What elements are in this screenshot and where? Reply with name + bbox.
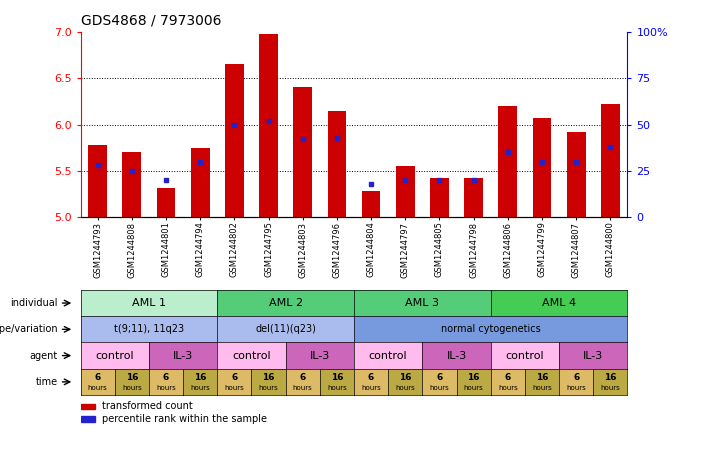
Text: hours: hours	[156, 385, 176, 390]
Text: t(9;11), 11q23: t(9;11), 11q23	[114, 324, 184, 334]
Text: hours: hours	[327, 385, 347, 390]
Text: agent: agent	[30, 351, 58, 361]
Text: 16: 16	[331, 373, 343, 381]
Text: normal cytogenetics: normal cytogenetics	[441, 324, 540, 334]
Text: hours: hours	[498, 385, 517, 390]
Text: transformed count: transformed count	[102, 401, 192, 411]
Bar	[88, 145, 107, 217]
Text: 16: 16	[604, 373, 617, 381]
Bar	[225, 64, 244, 217]
Text: IL-3: IL-3	[583, 351, 604, 361]
Text: hours: hours	[293, 385, 313, 390]
Text: 16: 16	[468, 373, 480, 381]
Text: hours: hours	[601, 385, 620, 390]
Text: 6: 6	[163, 373, 169, 381]
Text: 6: 6	[573, 373, 579, 381]
Text: hours: hours	[224, 385, 244, 390]
Text: individual: individual	[11, 298, 58, 308]
Bar	[430, 178, 449, 217]
Bar	[293, 87, 312, 217]
Bar	[533, 118, 552, 217]
Text: time: time	[36, 377, 58, 387]
Bar	[464, 178, 483, 217]
Text: 16: 16	[125, 373, 138, 381]
Text: control: control	[505, 351, 544, 361]
Text: 6: 6	[95, 373, 101, 381]
Text: del(11)(q23): del(11)(q23)	[255, 324, 316, 334]
Bar	[156, 188, 175, 217]
Text: IL-3: IL-3	[310, 351, 330, 361]
Text: percentile rank within the sample: percentile rank within the sample	[102, 414, 266, 424]
Text: IL-3: IL-3	[447, 351, 467, 361]
Bar	[362, 192, 381, 217]
Bar	[566, 132, 585, 217]
Bar	[81, 404, 95, 409]
Text: hours: hours	[122, 385, 142, 390]
Text: 6: 6	[368, 373, 374, 381]
Text: IL-3: IL-3	[173, 351, 193, 361]
Bar	[327, 111, 346, 217]
Text: 6: 6	[436, 373, 442, 381]
Text: hours: hours	[259, 385, 278, 390]
Text: hours: hours	[88, 385, 107, 390]
Text: hours: hours	[532, 385, 552, 390]
Text: control: control	[95, 351, 134, 361]
Text: hours: hours	[464, 385, 484, 390]
Text: 16: 16	[194, 373, 207, 381]
Bar	[191, 148, 210, 217]
Text: AML 4: AML 4	[542, 298, 576, 308]
Bar	[601, 104, 620, 217]
Text: 6: 6	[231, 373, 238, 381]
Text: AML 3: AML 3	[405, 298, 440, 308]
Text: hours: hours	[430, 385, 449, 390]
Bar	[396, 166, 415, 217]
Text: hours: hours	[395, 385, 415, 390]
Bar	[123, 152, 142, 217]
Text: hours: hours	[566, 385, 586, 390]
Text: 6: 6	[299, 373, 306, 381]
Text: 6: 6	[505, 373, 511, 381]
Text: control: control	[369, 351, 407, 361]
Text: hours: hours	[191, 385, 210, 390]
Text: hours: hours	[361, 385, 381, 390]
Text: AML 2: AML 2	[268, 298, 303, 308]
Text: genotype/variation: genotype/variation	[0, 324, 58, 334]
Text: AML 1: AML 1	[132, 298, 166, 308]
Bar	[81, 416, 95, 422]
Bar	[259, 34, 278, 217]
Text: control: control	[232, 351, 271, 361]
Bar	[498, 106, 517, 217]
Text: GDS4868 / 7973006: GDS4868 / 7973006	[81, 14, 221, 28]
Text: 16: 16	[399, 373, 411, 381]
Text: 16: 16	[262, 373, 275, 381]
Text: 16: 16	[536, 373, 548, 381]
